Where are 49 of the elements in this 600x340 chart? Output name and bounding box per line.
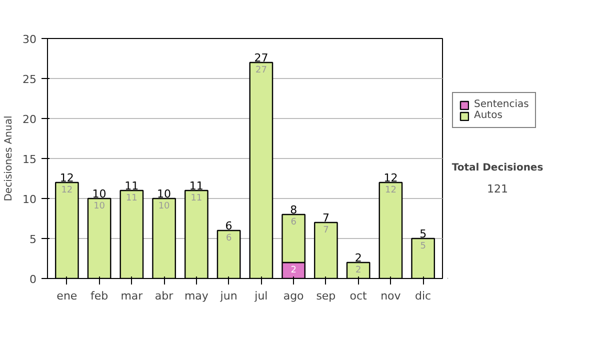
- y-tick-label: 10: [22, 193, 37, 206]
- x-tick-label: feb: [90, 290, 108, 302]
- data-label: 7: [323, 226, 329, 236]
- total-label: 6: [225, 220, 232, 232]
- data-label: 10: [158, 202, 170, 212]
- x-tick-label: jul: [254, 290, 268, 302]
- x-tick-label: sep: [316, 290, 336, 302]
- total-label: 10: [157, 188, 172, 200]
- legend-label: Sentencias: [474, 99, 529, 110]
- data-label: 5: [420, 242, 426, 252]
- x-tick-label: oct: [350, 290, 368, 302]
- x-tick-label: nov: [380, 290, 402, 302]
- total-label: 5: [420, 228, 427, 240]
- y-tick-label: 25: [22, 73, 37, 86]
- x-tick-label: mar: [120, 290, 144, 302]
- x-tick-label: dic: [415, 290, 432, 302]
- text: Total Decisiones: [452, 162, 544, 174]
- total-label: 10: [92, 188, 106, 200]
- y-axis-title: Decisiones Anual: [4, 116, 15, 202]
- data-label: 11: [190, 194, 202, 204]
- data-label: 6: [226, 234, 232, 244]
- data-label: 2: [355, 266, 362, 276]
- legend-label: Autos: [474, 110, 502, 121]
- data-label: 2: [290, 266, 296, 276]
- total-label: 11: [124, 180, 139, 192]
- data-label: 6: [290, 218, 297, 228]
- total-label: 12: [60, 172, 74, 184]
- y-tick-label: 0: [30, 273, 36, 286]
- x-tick-label: ene: [56, 290, 78, 302]
- data-label: 12: [384, 186, 396, 196]
- total-label: 27: [254, 52, 268, 64]
- total-label: 7: [322, 212, 330, 224]
- x-tick-label: ago: [283, 290, 304, 302]
- total-label: 11: [189, 180, 204, 192]
- total-label: 8: [290, 204, 298, 216]
- y-tick-label: 30: [22, 33, 37, 46]
- data-label: 10: [94, 202, 106, 212]
- total-label: 2: [354, 252, 362, 264]
- y-tick-label: 5: [30, 233, 36, 246]
- data-label: 11: [126, 194, 138, 204]
- y-tick-label: 20: [22, 113, 37, 126]
- x-tick-label: may: [184, 290, 209, 302]
- x-tick-label: abr: [154, 290, 174, 302]
- x-tick-label: jun: [219, 290, 238, 302]
- data-label: 12: [61, 186, 73, 196]
- data-label: 27: [255, 66, 267, 76]
- text: 121: [487, 182, 508, 196]
- y-tick-label: 15: [22, 153, 37, 166]
- total-label: 12: [384, 172, 398, 184]
